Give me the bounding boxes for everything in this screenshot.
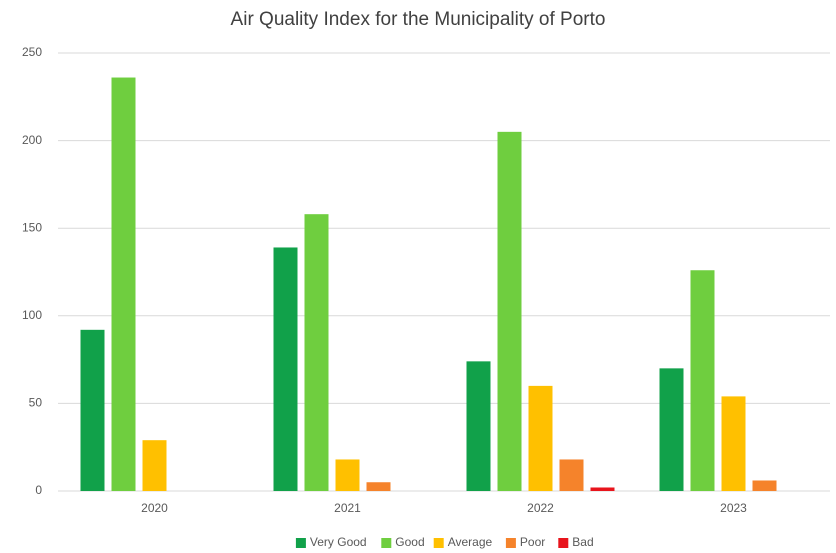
bar [466,361,491,491]
legend-swatch [295,538,306,548]
bar [366,482,391,491]
bar [690,270,715,491]
legend-swatch [381,538,392,548]
y-tick-label: 150 [22,220,42,234]
x-tick-label: 2021 [334,501,361,515]
bar [590,487,615,491]
y-tick-label: 250 [22,45,42,59]
legend-swatch [558,538,569,548]
bar [335,459,360,491]
bar [559,459,584,491]
chart-title: Air Quality Index for the Municipality o… [231,9,606,30]
bar [721,396,746,491]
legend-label: Average [448,535,493,549]
legend-swatch [433,538,444,548]
legend-label: Very Good [310,535,367,549]
bar [273,247,298,491]
legend-label: Poor [520,535,545,549]
bar [659,368,684,491]
bar [142,440,167,491]
bar [528,385,553,491]
bar [304,214,329,491]
legend-label: Bad [572,535,593,549]
bar [752,480,777,491]
y-tick-label: 200 [22,133,42,147]
bar [111,77,136,491]
x-tick-label: 2020 [141,501,168,515]
bar [497,131,522,491]
x-tick-label: 2023 [720,501,747,515]
legend-swatch [505,538,516,548]
y-tick-label: 0 [35,483,42,497]
bar [80,329,105,491]
x-tick-label: 2022 [527,501,554,515]
y-tick-label: 100 [22,308,42,322]
legend-label: Good [395,535,424,549]
y-tick-label: 50 [29,396,43,410]
